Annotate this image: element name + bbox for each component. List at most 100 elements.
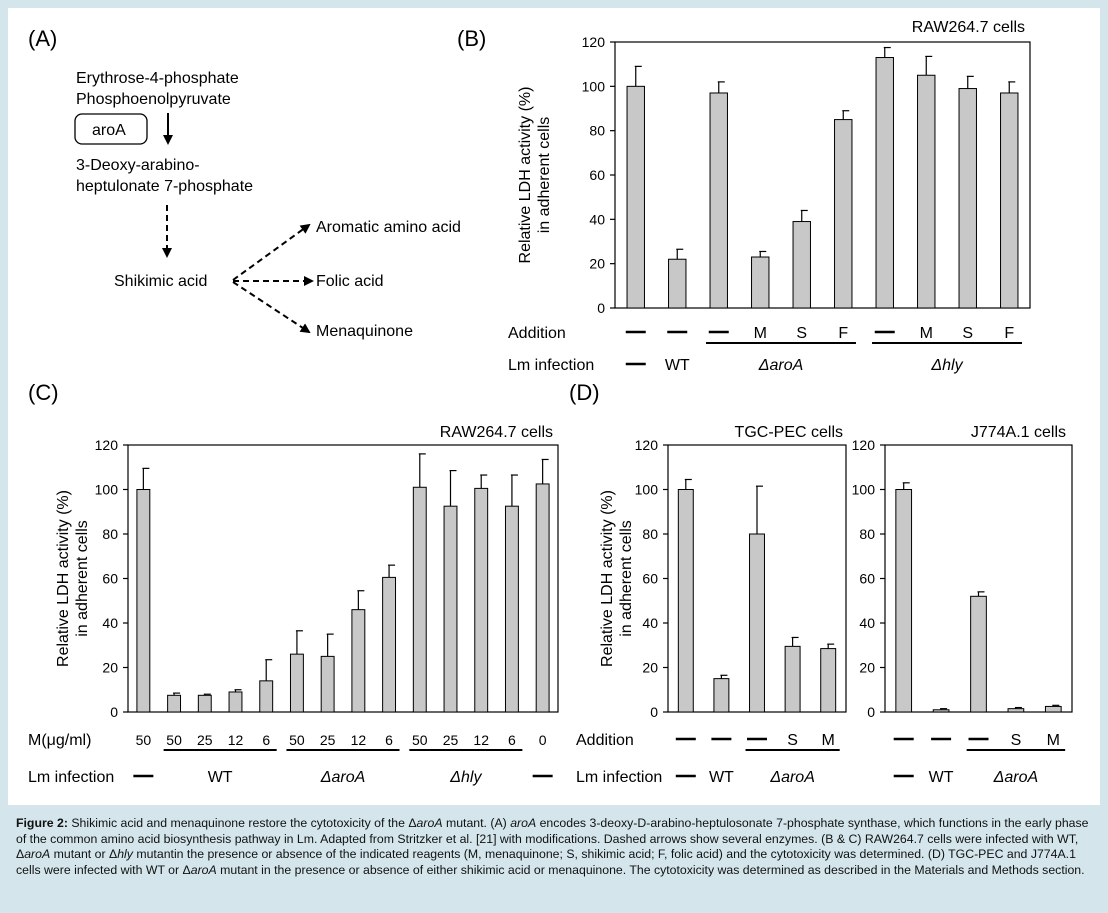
- bar: [834, 119, 853, 309]
- y-tick-label: 100: [95, 482, 119, 498]
- y-axis-label: Relative LDH activity (%) in adherent cel…: [55, 490, 91, 667]
- addition-label: 12: [228, 732, 244, 748]
- pathway-start-2: Phosphoenolpyruvate: [76, 91, 231, 108]
- addition-label: S: [962, 325, 973, 342]
- bar: [749, 533, 765, 713]
- y-axis-label: Relative LDH activity (%) in adherent cel…: [599, 490, 635, 667]
- bar: [895, 489, 913, 713]
- infection-group-label: ΔaroA: [993, 769, 1039, 786]
- y-tick-label: 20: [642, 660, 658, 676]
- bar: [1000, 92, 1019, 309]
- product-folic-acid: Folic acid: [316, 273, 384, 290]
- pathway-start-1: Erythrose-4-phosphate: [76, 70, 239, 87]
- y-axis-label-line: Relative LDH activity (%): [517, 87, 534, 264]
- addition-label: 50: [166, 732, 182, 748]
- chart-d1: TGC-PEC cells 0 20 40 60 80 100 120 Relative LDH…: [576, 424, 847, 786]
- addition-label: F: [838, 325, 848, 342]
- pathway-intermediate-1: 3-Deoxy-arabino-: [76, 157, 200, 174]
- caption-text-2: mutant. (A): [442, 816, 511, 830]
- addition-label: 25: [320, 732, 336, 748]
- chart-title: TGC-PEC cells: [735, 424, 843, 441]
- y-tick-label: 40: [642, 615, 658, 631]
- chart-title: RAW264.7 cells: [440, 424, 553, 441]
- y-tick-label: 80: [589, 123, 605, 139]
- infection-group-label: Δhly: [930, 357, 963, 374]
- y-tick-label: 120: [852, 437, 876, 453]
- addition-label: F: [1004, 325, 1014, 342]
- bar: [713, 678, 730, 713]
- bar: [751, 256, 770, 309]
- y-tick-label: 120: [635, 437, 659, 453]
- y-axis-label-line: in adherent cells: [74, 520, 91, 637]
- infection-row-label: Lm infection: [576, 769, 662, 786]
- y-tick-label: 100: [635, 482, 659, 498]
- y-tick-label: 60: [642, 571, 658, 587]
- y-tick-label: 120: [95, 437, 119, 453]
- y-tick-label: 60: [102, 571, 118, 587]
- y-tick-label: 0: [867, 704, 875, 720]
- y-tick-label: 60: [859, 571, 875, 587]
- addition-label: 6: [385, 732, 393, 748]
- addition-label: 12: [351, 732, 367, 748]
- bar: [677, 489, 694, 713]
- infection-group-label: WT: [208, 769, 233, 786]
- chart-d2: J774A.1 cells 0 20 40 60 80 100 120 S M WT ΔaroA: [852, 424, 1073, 786]
- y-tick-label: 120: [582, 34, 606, 50]
- bar: [382, 576, 397, 713]
- bar: [259, 680, 274, 713]
- bar: [167, 694, 182, 713]
- bar: [320, 655, 335, 713]
- addition-label: M: [1047, 732, 1060, 749]
- bar: [917, 74, 936, 309]
- caption-text-6: mutant or Δ: [50, 847, 118, 862]
- addition-label: S: [1011, 732, 1022, 749]
- caption-text-4: encodes 3-deoxy-D-arabino-heptulosonate …: [16, 816, 1089, 862]
- pathway-intermediate-2: heptulonate 7-phosphate: [76, 178, 253, 195]
- y-tick-label: 80: [859, 526, 875, 542]
- addition-label: S: [787, 732, 798, 749]
- chart-title: J774A.1 cells: [971, 424, 1066, 441]
- caption-text-3: aroA: [510, 816, 537, 830]
- bar: [443, 505, 458, 713]
- product-menaquinone: Menaquinone: [316, 323, 413, 340]
- addition-label: 50: [289, 732, 305, 748]
- addition-label: S: [796, 325, 807, 342]
- addition-label: M: [822, 732, 835, 749]
- bar: [792, 221, 811, 309]
- infection-group-label: ΔaroA: [769, 769, 815, 786]
- addition-label: 12: [473, 732, 489, 748]
- addition-label: 50: [136, 732, 152, 748]
- addition-row-label: M(μg/ml): [28, 732, 91, 749]
- y-axis-label-line: Relative LDH activity (%): [55, 490, 72, 667]
- bar: [932, 709, 950, 713]
- caption-text-1: aroA: [416, 816, 443, 830]
- y-tick-label: 60: [589, 167, 605, 183]
- y-tick-label: 80: [642, 526, 658, 542]
- pathway-hub: Shikimic acid: [114, 273, 207, 290]
- product-aromatic-amino-acid: Aromatic amino acid: [316, 219, 461, 236]
- addition-label: 6: [508, 732, 516, 748]
- panel-d-label: (D): [569, 380, 600, 405]
- caption-text-9: aroA: [190, 862, 217, 877]
- y-tick-label: 0: [650, 704, 658, 720]
- bar: [970, 595, 987, 713]
- panel-a: (A) Erythrose-4-phosphate Phosphoenolpyr…: [28, 26, 461, 340]
- panel-b-label: (B): [457, 26, 486, 51]
- caption-text-7: hly: [117, 847, 133, 862]
- bar: [289, 653, 304, 713]
- y-axis-label-line: in adherent cells: [618, 520, 635, 637]
- bar: [1007, 708, 1025, 713]
- addition-label: M: [920, 325, 933, 342]
- caption-text-10: mutant in the presence or absence of eit…: [216, 862, 1085, 877]
- bar: [1044, 705, 1062, 713]
- y-tick-label: 0: [110, 704, 118, 720]
- caption-text-5: aroA: [24, 847, 51, 862]
- enzyme-box: [74, 113, 148, 145]
- addition-row-label: Addition: [508, 325, 566, 342]
- bar: [136, 489, 151, 713]
- addition-label: M: [754, 325, 767, 342]
- bar: [197, 694, 212, 713]
- bar: [668, 258, 687, 309]
- y-tick-label: 100: [852, 482, 876, 498]
- bar: [784, 645, 801, 713]
